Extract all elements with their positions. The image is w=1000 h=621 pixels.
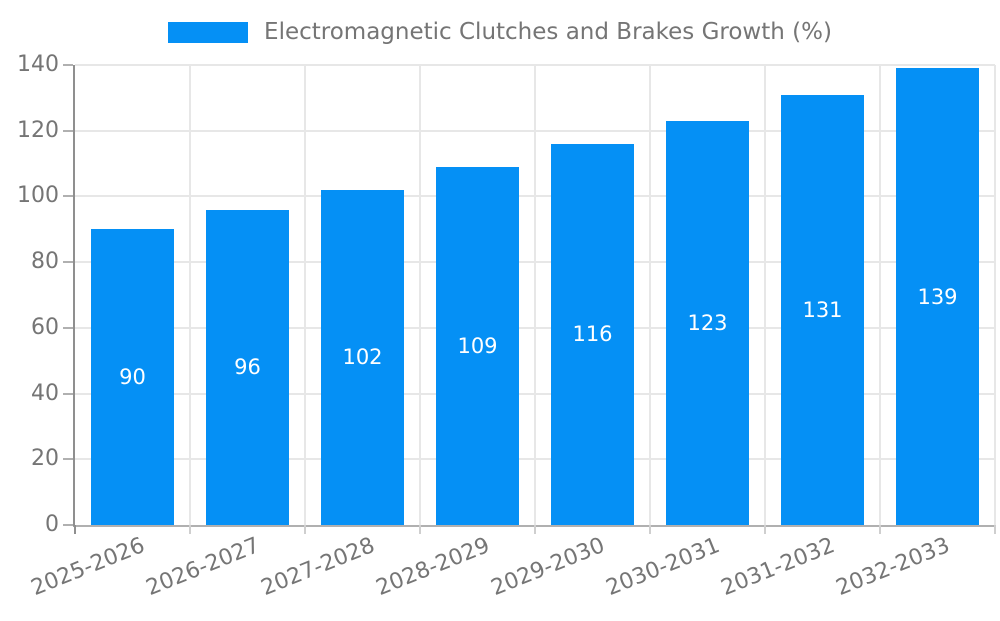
y-tick-label: 20 xyxy=(31,446,59,472)
y-tick-mark xyxy=(63,64,73,66)
x-tick-mark xyxy=(189,525,191,534)
bar-2027-2028[interactable]: 102 xyxy=(321,189,404,525)
gridline-v xyxy=(764,65,766,525)
y-tick-mark xyxy=(63,261,73,264)
bar-value-label: 102 xyxy=(342,345,383,370)
y-tick-mark xyxy=(63,392,73,395)
gridline-v xyxy=(419,65,421,525)
gridline-v xyxy=(189,65,191,525)
x-tick-mark xyxy=(534,525,536,534)
x-tick-mark xyxy=(304,525,306,534)
bar-value-label: 123 xyxy=(687,310,728,335)
x-tick-mark xyxy=(649,525,651,534)
bar-2028-2029[interactable]: 109 xyxy=(436,166,519,525)
y-tick-label: 0 xyxy=(45,512,59,537)
y-tick-label: 100 xyxy=(17,183,59,209)
x-tick-mark xyxy=(419,525,421,534)
y-tick-label: 80 xyxy=(31,249,59,275)
bar-value-label: 139 xyxy=(917,284,958,309)
y-tick-mark xyxy=(63,326,73,329)
bar-2031-2032[interactable]: 131 xyxy=(781,94,864,525)
x-tick-mark xyxy=(879,525,881,534)
x-tick-mark xyxy=(994,525,996,534)
bar-value-label: 109 xyxy=(457,333,498,358)
bar-chart: Electromagnetic Clutches and Brakes Grow… xyxy=(0,19,1000,601)
y-tick-mark xyxy=(63,195,73,198)
y-tick-label: 140 xyxy=(17,52,59,77)
bar-value-label: 90 xyxy=(119,365,146,390)
x-tick-mark xyxy=(764,525,766,534)
gridline-v xyxy=(994,65,996,525)
bar-2029-2030[interactable]: 116 xyxy=(551,143,634,525)
y-tick-mark xyxy=(63,458,73,461)
bar-2032-2033[interactable]: 139 xyxy=(896,68,979,525)
bar-value-label: 116 xyxy=(572,322,613,347)
legend-label: Electromagnetic Clutches and Brakes Grow… xyxy=(264,19,832,45)
gridline-v xyxy=(879,65,881,525)
y-tick-label: 40 xyxy=(31,380,59,406)
bar-2026-2027[interactable]: 96 xyxy=(206,209,289,525)
bar-value-label: 131 xyxy=(802,297,843,322)
gridline-v xyxy=(649,65,651,525)
bar-value-label: 96 xyxy=(234,355,261,380)
bar-2030-2031[interactable]: 123 xyxy=(666,120,749,525)
gridline-v xyxy=(304,65,306,525)
plot-area: 90 96 102 109 116 123 131 139 xyxy=(63,64,996,534)
y-tick-label: 60 xyxy=(31,314,59,340)
x-tick-mark xyxy=(74,525,76,534)
y-tick-mark xyxy=(63,524,73,526)
gridline-v xyxy=(534,65,536,525)
bar-2025-2026[interactable]: 90 xyxy=(91,229,174,525)
legend[interactable]: Electromagnetic Clutches and Brakes Grow… xyxy=(0,19,1000,45)
y-tick-label: 120 xyxy=(17,117,59,143)
legend-swatch-icon xyxy=(168,21,249,43)
y-tick-mark xyxy=(63,129,73,132)
